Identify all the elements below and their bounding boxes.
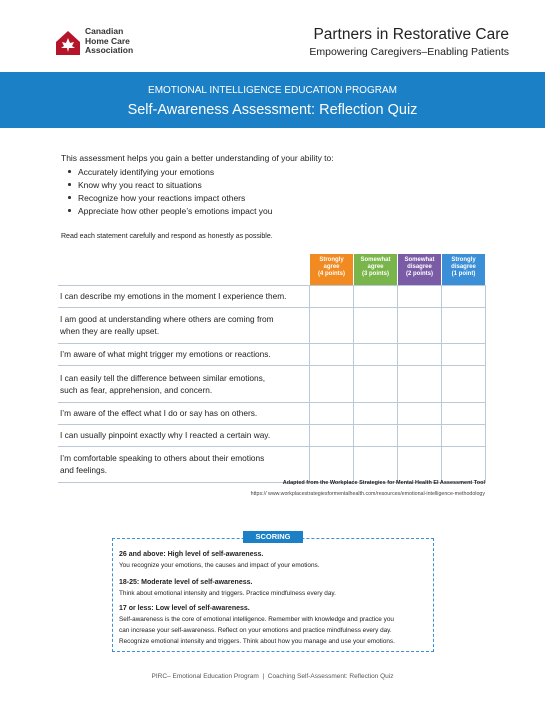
column-header: Somewhat agree (3 points)	[354, 254, 397, 285]
column-label: disagree	[451, 264, 476, 270]
column-line	[397, 285, 398, 482]
org-name-line: Home Care	[85, 35, 130, 46]
statement-line: I am good at understanding where others …	[60, 314, 274, 324]
bullet-text: Know why you react to situations	[78, 180, 202, 190]
statement: I can usually pinpoint exactly why I rea…	[60, 424, 308, 446]
row-line	[58, 482, 486, 483]
bullet-text: Appreciate how other people’s emotions i…	[78, 206, 273, 216]
bullet-dot	[68, 209, 71, 212]
scoring-item: 18-25: Moderate level of self-awareness.…	[119, 577, 336, 599]
statement-line: such as fear, apprehension, and concern.	[60, 384, 213, 395]
column-points: (2 points)	[406, 271, 433, 277]
statement-line: I can usually pinpoint exactly why I rea…	[60, 430, 271, 440]
scoring-text: Think about emotional intensity and trig…	[119, 590, 336, 597]
column-points: (1 point)	[451, 271, 476, 277]
column-label: Somewhat	[404, 257, 435, 263]
scoring-item: 26 and above: High level of self-awarene…	[119, 549, 319, 571]
statement-line: when they are really upset.	[60, 326, 160, 336]
statement-line: I can describe my emotions in the moment…	[60, 291, 287, 301]
org-name-line: Canadian	[85, 26, 124, 36]
source-url: https:// www.workplacestrategiesformenta…	[250, 491, 485, 497]
statement-line: I can easily tell the difference between…	[60, 372, 266, 383]
scoring-heading: 17 or less: Low level of self-awareness.	[119, 605, 250, 612]
bullet-dot	[68, 183, 71, 186]
org-name: Canadian Home Care Association	[85, 26, 134, 56]
banner-program: EMOTIONAL INTELLIGENCE EDUCATION PROGRAM	[148, 85, 397, 96]
footer: PIRC– Emotional Education Program | Coac…	[151, 673, 394, 680]
source-credit: Adapted from the Workplace Strategies fo…	[282, 480, 485, 486]
column-points: (3 points)	[362, 271, 389, 277]
statement: I’m comfortable speaking to others about…	[60, 446, 308, 482]
statement-line: and feelings.	[60, 465, 108, 475]
logo-icon	[56, 31, 80, 55]
statement: I’m aware of what might trigger my emoti…	[60, 343, 308, 365]
banner	[0, 72, 545, 128]
header-title: Partners in Restorative Care	[313, 26, 509, 43]
column-line	[309, 285, 310, 482]
instruction: Read each statement carefully and respon…	[61, 233, 273, 240]
row-line	[58, 365, 486, 366]
row-line	[58, 307, 486, 308]
column-header: Strongly disagree (1 point)	[442, 254, 485, 285]
column-points: (4 points)	[318, 271, 345, 277]
header-subtitle: Empowering Caregivers–Enabling Patients	[309, 46, 509, 58]
row-line	[58, 424, 486, 425]
statement: I can easily tell the difference between…	[60, 365, 308, 402]
intro-lead: This assessment helps you gain a better …	[61, 153, 334, 163]
row-line	[58, 343, 486, 344]
banner-title: Self-Awareness Assessment: Reflection Qu…	[127, 102, 418, 118]
scoring-text: can increase your self-awareness. Reflec…	[119, 627, 392, 634]
statement: I can describe my emotions in the moment…	[60, 285, 308, 307]
column-line	[441, 285, 442, 482]
column-label: Somewhat	[360, 257, 391, 263]
org-name-line: Association	[85, 45, 134, 55]
statement-line: I’m comfortable speaking to others about…	[60, 453, 265, 463]
scoring-text: Recognize emotional intensity and trigge…	[119, 638, 395, 645]
column-header: Somewhat disagree (2 points)	[398, 254, 441, 285]
row-line	[58, 446, 486, 447]
row-line	[58, 402, 486, 403]
bullet-text: Recognize how your reactions impact othe…	[78, 193, 246, 203]
scoring-item: 17 or less: Low level of self-awareness.…	[119, 603, 395, 647]
statement: I am good at understanding where others …	[60, 307, 308, 343]
bullet-text: Accurately identifying your emotions	[78, 167, 215, 177]
statement-line: I’m aware of what might trigger my emoti…	[60, 349, 271, 359]
bullet-dot	[68, 170, 71, 173]
scoring-heading: 26 and above: High level of self-awarene…	[119, 551, 264, 558]
statement-line: I’m aware of the effect what I do or say…	[60, 408, 258, 418]
statement: I’m aware of the effect what I do or say…	[60, 402, 308, 424]
scoring-heading: 18-25: Moderate level of self-awareness.	[119, 579, 253, 586]
column-line	[485, 285, 486, 482]
column-label: agree	[367, 264, 384, 270]
column-header: Strongly agree (4 points)	[310, 254, 353, 285]
scoring-title: SCORING	[243, 531, 303, 543]
column-label: Strongly	[319, 257, 344, 263]
scoring-text: You recognize your emotions, the causes …	[119, 562, 320, 569]
column-label: disagree	[407, 264, 432, 270]
bullet-dot	[68, 196, 71, 199]
column-line	[353, 285, 354, 482]
column-label: agree	[323, 264, 340, 270]
scoring-text: Self-awareness is the core of emotional …	[119, 616, 394, 623]
column-label: Strongly	[451, 257, 476, 263]
row-line	[58, 285, 486, 286]
